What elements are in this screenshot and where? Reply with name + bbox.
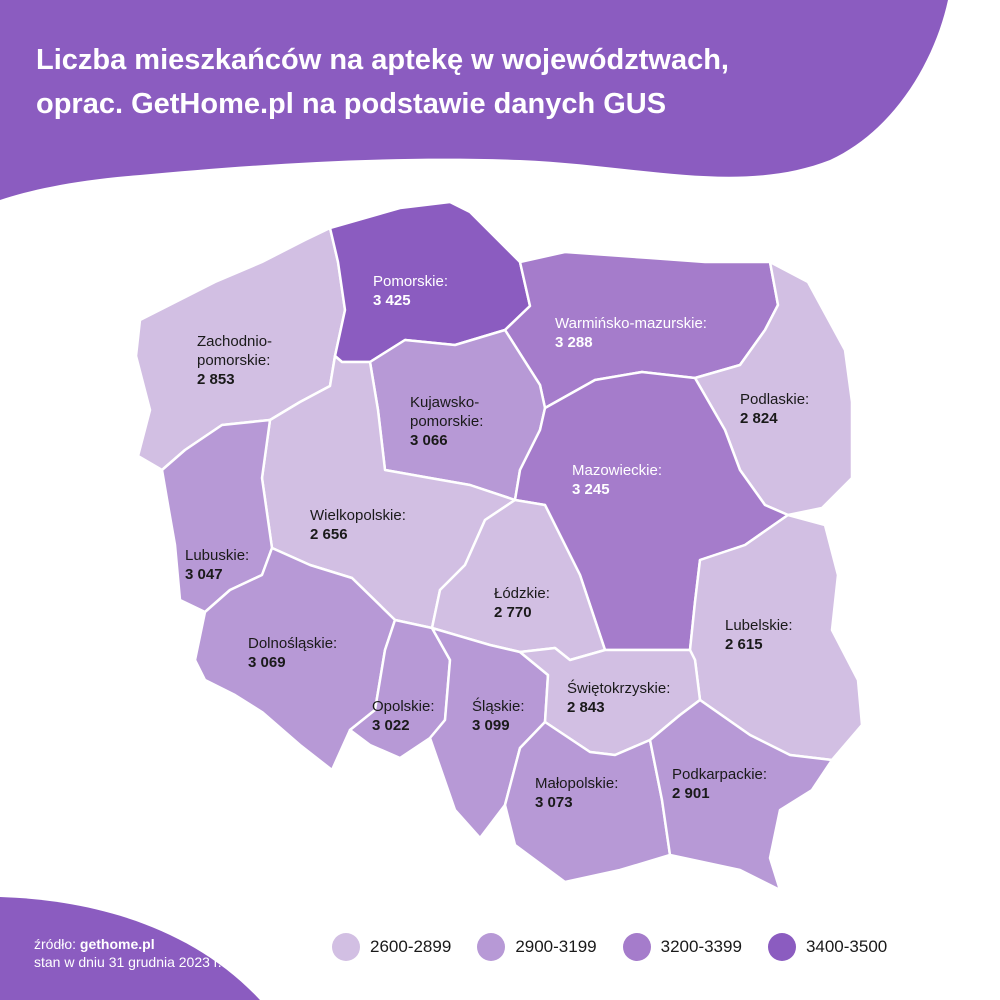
legend-swatch xyxy=(767,933,796,961)
source-date: stan w dniu 31 grudnia 2023 r. xyxy=(34,954,222,970)
region-name: Lubelskie: xyxy=(725,617,793,634)
label-podkarpackie: Podkarpackie: 2 901 xyxy=(672,765,767,803)
region-value: 3 425 xyxy=(373,292,411,309)
legend-item: 2600-2899 xyxy=(332,933,451,961)
chart-title: Liczba mieszkańców na aptekę w województ… xyxy=(36,38,936,126)
region-value: 3 099 xyxy=(472,717,510,734)
region-value: 2 901 xyxy=(672,785,710,802)
region-value: 2 770 xyxy=(494,604,532,621)
region-value: 2 824 xyxy=(740,410,778,427)
label-malopolskie: Małopolskie: 3 073 xyxy=(535,774,618,812)
legend-label: 2600-2899 xyxy=(370,937,452,956)
region-name: pomorskie: xyxy=(410,413,484,430)
region-value: 3 066 xyxy=(410,432,448,449)
label-wielkopolskie: Wielkopolskie: 2 656 xyxy=(310,506,406,544)
region-value: 3 069 xyxy=(248,654,286,671)
legend-label: 3400-3500 xyxy=(805,937,888,956)
region-value: 2 615 xyxy=(725,636,763,653)
region-name: Warmińsko-mazurskie: xyxy=(555,315,707,332)
region-name: Pomorskie: xyxy=(373,273,449,290)
region-value: 2 843 xyxy=(567,699,605,716)
label-swietokrzyskie: Świętokrzyskie: 2 843 xyxy=(567,679,670,717)
legend-label: 2900-3199 xyxy=(515,937,597,956)
footer-wave xyxy=(0,897,260,1000)
label-kujawsko-pomorskie: Kujawsko-pomorskie: 3 066 xyxy=(410,393,483,450)
title-line-1: Liczba mieszkańców na aptekę w województ… xyxy=(36,44,729,76)
region-name: Opolskie: xyxy=(372,698,435,715)
legend-label: 3200-3399 xyxy=(660,937,742,956)
label-zachodniopomorskie: Zachodnio-pomorskie: 2 853 xyxy=(197,332,272,389)
region-malopolskie[interactable] xyxy=(503,720,672,884)
region-name: Świętokrzyskie: xyxy=(567,680,671,697)
source-link[interactable]: gethome.pl xyxy=(79,936,155,952)
label-podlaskie: Podlaskie: 2 824 xyxy=(740,390,809,428)
label-warminsko-mazurskie: Warmińsko-mazurskie: 3 288 xyxy=(555,314,707,352)
title-line-2: oprac. GetHome.pl na podstawie danych GU… xyxy=(36,88,667,120)
label-opolskie: Opolskie: 3 022 xyxy=(372,697,435,735)
label-pomorskie: Pomorskie: 3 425 xyxy=(373,272,448,310)
legend-swatch xyxy=(332,933,360,961)
region-name: Małopolskie: xyxy=(535,775,619,792)
region-name: Dolnośląskie: xyxy=(248,635,338,652)
region-value: 3 073 xyxy=(535,794,573,811)
source-line: źródło: gethome.pl xyxy=(34,935,222,953)
legend-item: 3400-3500 xyxy=(767,933,888,961)
legend-swatch xyxy=(622,933,651,961)
region-name: Podlaskie: xyxy=(740,391,810,408)
region-podkarpackie[interactable] xyxy=(648,698,834,892)
region-value: 3 288 xyxy=(555,334,593,351)
legend-swatch xyxy=(477,933,506,961)
region-name: Wielkopolskie: xyxy=(310,507,406,524)
region-name: Kujawsko- xyxy=(410,394,480,411)
source-note: źródło: gethome.pl stan w dniu 31 grudni… xyxy=(34,935,222,971)
region-name: Podkarpackie: xyxy=(672,766,768,783)
label-lubelskie: Lubelskie: 2 615 xyxy=(725,616,793,654)
label-dolnoslaskie: Dolnośląskie: 3 069 xyxy=(248,634,337,672)
region-value: 2 656 xyxy=(310,526,348,543)
legend: 2600-2899 2900-3199 3200-3399 3400-3500 xyxy=(332,932,887,962)
label-mazowieckie: Mazowieckie: 3 245 xyxy=(572,461,662,499)
label-lodzkie: Łódzkie: 2 770 xyxy=(494,584,550,622)
source-prefix: źródło: xyxy=(34,936,80,952)
region-name: pomorskie: xyxy=(197,352,271,369)
region-value: 3 245 xyxy=(572,481,610,498)
label-slaskie: Śląskie: 3 099 xyxy=(472,697,525,735)
region-name: Łódzkie: xyxy=(494,585,550,602)
region-name: Zachodnio- xyxy=(197,333,273,350)
region-name: Śląskie: xyxy=(472,698,525,715)
legend-item: 3200-3399 xyxy=(622,933,742,961)
header-wave xyxy=(0,0,948,200)
region-name: Mazowieckie: xyxy=(572,462,663,479)
region-value: 3 047 xyxy=(185,566,223,583)
region-name: Lubuskie: xyxy=(185,547,250,564)
region-value: 3 022 xyxy=(372,717,410,734)
label-lubuskie: Lubuskie: 3 047 xyxy=(185,546,249,584)
region-value: 2 853 xyxy=(197,371,235,388)
legend-item: 2900-3199 xyxy=(477,933,597,961)
